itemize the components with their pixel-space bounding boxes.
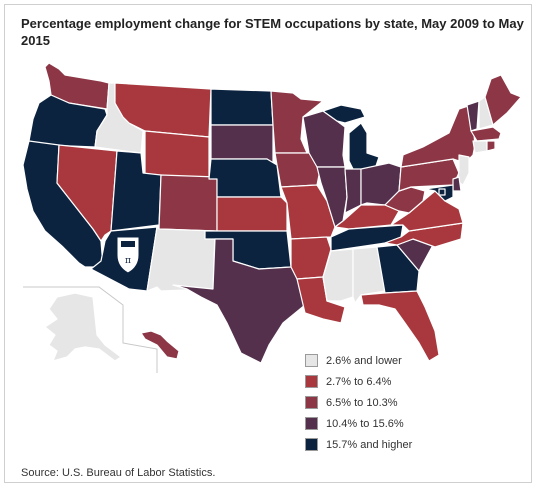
state-NJ[interactable]	[456, 154, 470, 186]
legend-swatch	[305, 375, 318, 388]
legend-label: 6.5% to 10.3%	[326, 396, 398, 409]
legend-label: 2.7% to 6.4%	[326, 375, 392, 388]
state-ND[interactable]	[210, 88, 274, 126]
state-NE[interactable]	[208, 158, 282, 198]
legend-label: 15.7% and higher	[326, 438, 413, 451]
seal-emblem: π	[116, 236, 140, 274]
legend-label: 2.6% and lower	[326, 354, 402, 367]
state-DC[interactable]	[438, 188, 446, 196]
state-CO[interactable]	[158, 174, 218, 232]
legend-swatch	[305, 396, 318, 409]
state-TX[interactable]	[172, 238, 306, 364]
state-IN[interactable]	[344, 168, 362, 214]
legend-item: 2.7% to 6.4%	[305, 371, 412, 392]
state-HI[interactable]	[140, 330, 180, 360]
svg-text:π: π	[125, 256, 131, 266]
chart-frame: Percentage employment change for STEM oc…	[4, 4, 532, 483]
state-DE[interactable]	[452, 176, 462, 192]
state-MN[interactable]	[270, 90, 324, 154]
state-MI-UP[interactable]	[322, 104, 366, 124]
legend-item: 6.5% to 10.3%	[305, 392, 412, 413]
state-ME[interactable]	[484, 74, 522, 126]
state-AK[interactable]	[44, 292, 122, 362]
state-VT[interactable]	[466, 100, 480, 132]
map-title: Percentage employment change for STEM oc…	[21, 16, 524, 48]
state-KS[interactable]	[216, 196, 288, 232]
legend-item: 15.7% and higher	[305, 434, 412, 455]
legend-swatch	[305, 417, 318, 430]
state-RI[interactable]	[486, 140, 496, 152]
source-note: Source: U.S. Bureau of Labor Statistics.	[21, 467, 216, 479]
state-MA[interactable]	[470, 126, 502, 142]
map-legend: 2.6% and lower 2.7% to 6.4% 6.5% to 10.3…	[305, 350, 412, 455]
state-FL[interactable]	[360, 290, 440, 362]
state-MI[interactable]	[348, 122, 380, 174]
us-states-map: π	[22, 62, 522, 373]
legend-swatch	[305, 354, 318, 367]
state-MO[interactable]	[280, 184, 336, 240]
state-GA[interactable]	[376, 244, 420, 294]
legend-label: 10.4% to 15.6%	[326, 417, 404, 430]
state-CT[interactable]	[472, 140, 488, 154]
legend-item: 2.6% and lower	[305, 350, 412, 371]
inset-divider	[23, 286, 158, 373]
legend-swatch	[305, 438, 318, 451]
legend-item: 10.4% to 15.6%	[305, 413, 412, 434]
state-SD[interactable]	[210, 124, 274, 164]
state-NC[interactable]	[384, 222, 464, 248]
